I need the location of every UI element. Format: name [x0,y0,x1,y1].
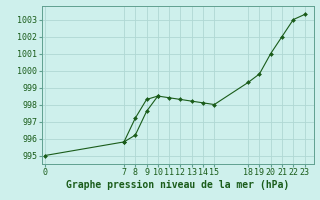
X-axis label: Graphe pression niveau de la mer (hPa): Graphe pression niveau de la mer (hPa) [66,180,289,190]
